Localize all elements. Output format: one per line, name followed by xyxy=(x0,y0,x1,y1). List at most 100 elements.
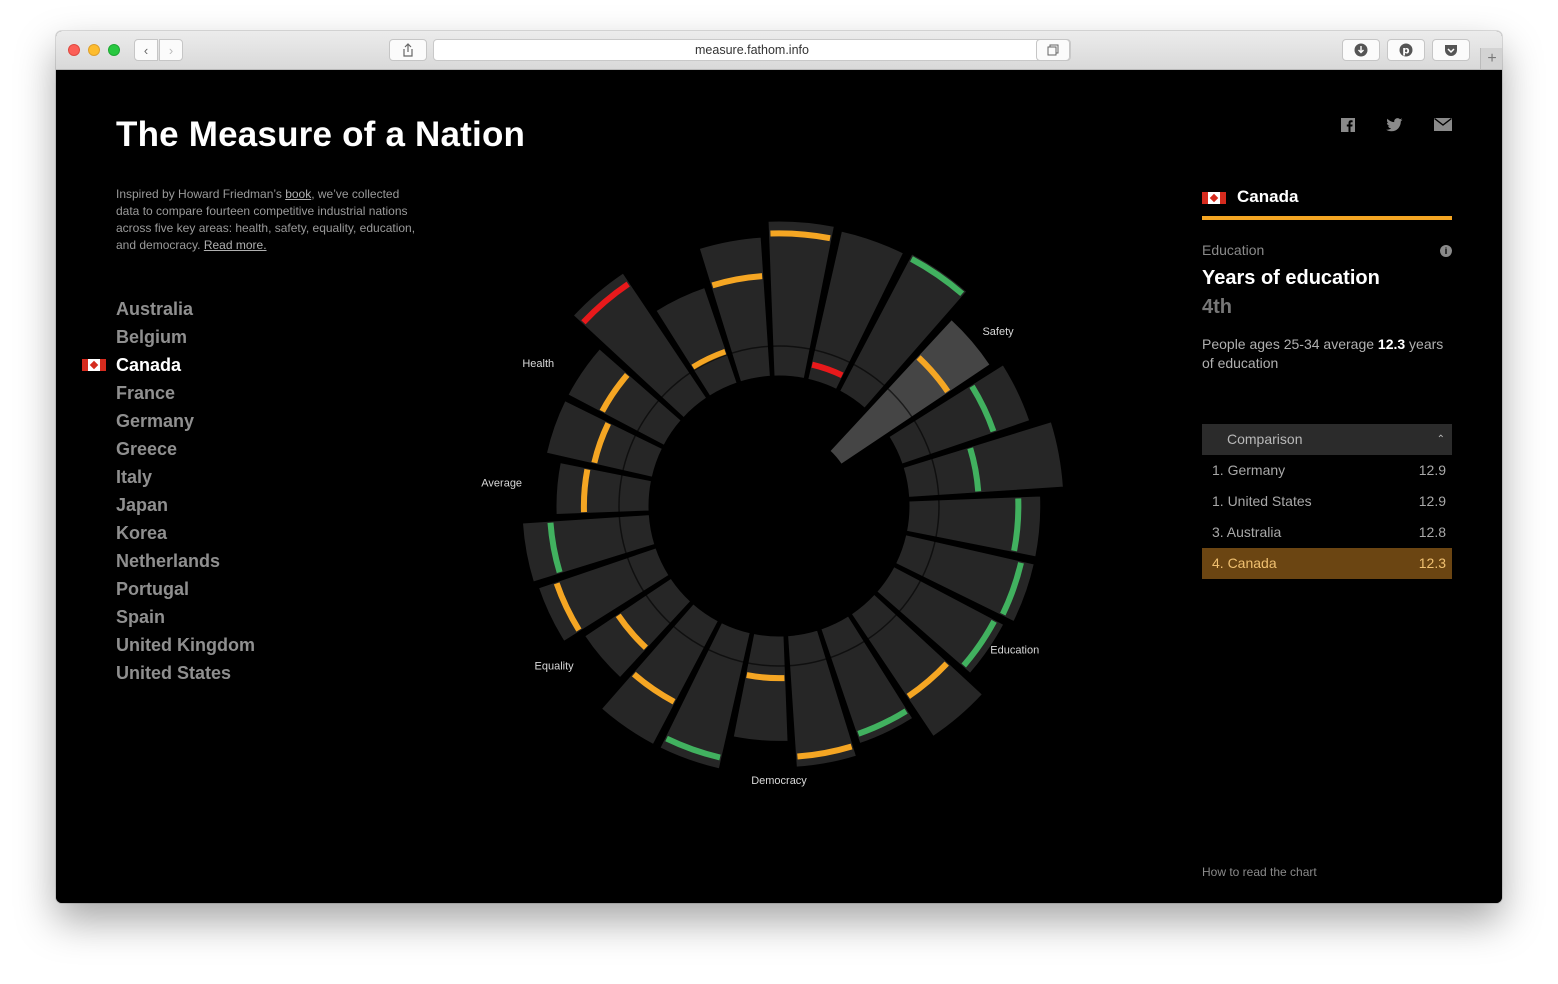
comparison-value: 12.8 xyxy=(1418,524,1446,540)
forward-button[interactable]: › xyxy=(159,39,183,61)
country-item-spain[interactable]: Spain xyxy=(116,603,255,631)
chart-segment-health[interactable] xyxy=(655,286,738,397)
how-to-read-link[interactable]: How to read the chart xyxy=(1202,865,1317,879)
facebook-share-icon[interactable] xyxy=(1341,118,1355,136)
pocket-button[interactable] xyxy=(1432,39,1470,61)
back-button[interactable]: ‹ xyxy=(134,39,158,61)
country-list: Australia Belgium Canada France Germany Greec… xyxy=(82,295,255,687)
comparison-row[interactable]: 3. Australia 12.8 xyxy=(1202,517,1452,548)
chart-segment-health[interactable] xyxy=(572,272,708,419)
country-item-portugal[interactable]: Portugal xyxy=(116,575,255,603)
detail-panel: Canada Education i Years of education 4t… xyxy=(1202,186,1452,579)
share-button[interactable] xyxy=(389,39,427,61)
chart-segment-health[interactable] xyxy=(555,462,653,516)
tabs-icon xyxy=(1047,44,1059,56)
downloads-button[interactable] xyxy=(1342,39,1380,61)
comparison-row[interactable]: 4. Canada 12.3 xyxy=(1202,548,1452,579)
country-item-netherlands[interactable]: Netherlands xyxy=(116,547,255,575)
twitter-share-icon[interactable] xyxy=(1386,118,1403,136)
pinterest-button[interactable]: p xyxy=(1387,39,1425,61)
chart-marker-health xyxy=(591,422,611,464)
chart-label-average: Average xyxy=(481,478,522,490)
chart-marker-safety xyxy=(711,273,763,289)
country-label: Spain xyxy=(116,607,166,627)
chart-segment-education[interactable] xyxy=(829,318,991,465)
country-item-belgium[interactable]: Belgium xyxy=(116,323,255,351)
chart-marker-education xyxy=(967,447,982,492)
country-item-france[interactable]: France xyxy=(116,379,255,407)
chart-segment-safety[interactable] xyxy=(838,253,968,409)
panel-country-header: Canada xyxy=(1202,186,1452,220)
close-window-button[interactable] xyxy=(68,44,80,56)
chart-marker-democracy xyxy=(906,661,949,699)
chart-segment-safety[interactable] xyxy=(698,236,771,383)
comparison-dropdown[interactable]: Comparison ⌃ xyxy=(1202,424,1452,455)
comparison-value: 12.3 xyxy=(1418,555,1446,571)
email-share-icon[interactable] xyxy=(1434,117,1452,135)
chart-segment-equality[interactable] xyxy=(732,632,789,742)
comparison-row[interactable]: 1. United States 12.9 xyxy=(1202,486,1452,517)
chart-segment-education[interactable] xyxy=(905,495,1042,558)
country-label: United States xyxy=(116,663,232,683)
tabs-overview-button[interactable] xyxy=(1036,39,1070,61)
address-bar[interactable]: measure.fathom.info ↻ xyxy=(433,39,1071,61)
country-item-canada[interactable]: Canada xyxy=(82,351,255,379)
chart-segment-safety[interactable] xyxy=(767,220,835,380)
panel-metric: Years of education xyxy=(1202,267,1380,289)
chart-marker-safety xyxy=(811,361,844,378)
intro-before: Inspired by Howard Friedman’s xyxy=(116,187,286,201)
new-tab-button[interactable]: + xyxy=(1480,48,1502,69)
country-item-germany[interactable]: Germany xyxy=(116,407,255,435)
pocket-icon xyxy=(1445,44,1457,56)
chart-segment-democracy[interactable] xyxy=(850,593,984,738)
chart-segment-democracy[interactable] xyxy=(820,615,914,745)
minimize-window-button[interactable] xyxy=(88,44,100,56)
country-item-italy[interactable]: Italy xyxy=(116,463,255,491)
chart-segment-health[interactable] xyxy=(567,348,682,447)
chart-marker-equality xyxy=(615,613,648,650)
info-icon[interactable]: i xyxy=(1440,245,1452,257)
country-label: Australia xyxy=(116,299,194,319)
country-label: Japan xyxy=(116,495,169,515)
comparison-row[interactable]: 1. Germany 12.9 xyxy=(1202,455,1452,486)
desc-value: 12.3 xyxy=(1377,336,1406,352)
read-more-link[interactable]: Read more. xyxy=(203,238,267,252)
country-item-korea[interactable]: Korea xyxy=(116,519,255,547)
panel-category: Education i xyxy=(1202,242,1452,258)
svg-text:p: p xyxy=(1402,46,1409,57)
pinterest-icon: p xyxy=(1399,43,1413,57)
chart-marker-health xyxy=(580,468,591,513)
chart-marker-health xyxy=(691,348,727,370)
comparison-list: 1. Germany 12.9 1. United States 12.9 3. Aus… xyxy=(1202,455,1452,579)
chart-label-equality: Equality xyxy=(535,660,575,672)
country-item-united-states[interactable]: United States xyxy=(116,659,255,687)
country-item-australia[interactable]: Australia xyxy=(116,295,255,323)
chart-segment-equality[interactable] xyxy=(583,577,692,679)
chart-marker-health xyxy=(581,281,630,325)
chart-marker-safety xyxy=(770,230,831,242)
desc-before: People ages 25-34 average xyxy=(1202,336,1378,352)
chart-marker-health xyxy=(547,522,563,574)
country-label: United Kingdom xyxy=(116,635,255,655)
chart-segment-safety[interactable] xyxy=(807,230,905,391)
zoom-window-button[interactable] xyxy=(108,44,120,56)
book-link[interactable]: book xyxy=(285,187,312,201)
comparison-value: 12.9 xyxy=(1418,462,1446,478)
panel-description: People ages 25-34 average 12.3 years of … xyxy=(1202,335,1452,373)
country-item-united-kingdom[interactable]: United Kingdom xyxy=(116,631,255,659)
chart-segment-education[interactable] xyxy=(902,421,1064,498)
country-label: Korea xyxy=(116,523,168,543)
chart-label-health: Health xyxy=(522,358,554,370)
chart-marker-average xyxy=(553,582,582,632)
country-item-japan[interactable]: Japan xyxy=(116,491,255,519)
chevron-left-icon: ‹ xyxy=(143,42,149,58)
chart-label-safety: Safety xyxy=(982,326,1014,338)
country-label: Germany xyxy=(116,411,195,431)
chart-marker-health xyxy=(599,373,630,413)
chart-segment-equality[interactable] xyxy=(659,621,751,770)
download-icon xyxy=(1354,43,1368,57)
comparison-country: 1. United States xyxy=(1212,493,1312,509)
comparison-country: 1. Germany xyxy=(1212,462,1286,478)
country-item-greece[interactable]: Greece xyxy=(116,435,255,463)
chart-segment-education[interactable] xyxy=(876,565,1005,675)
